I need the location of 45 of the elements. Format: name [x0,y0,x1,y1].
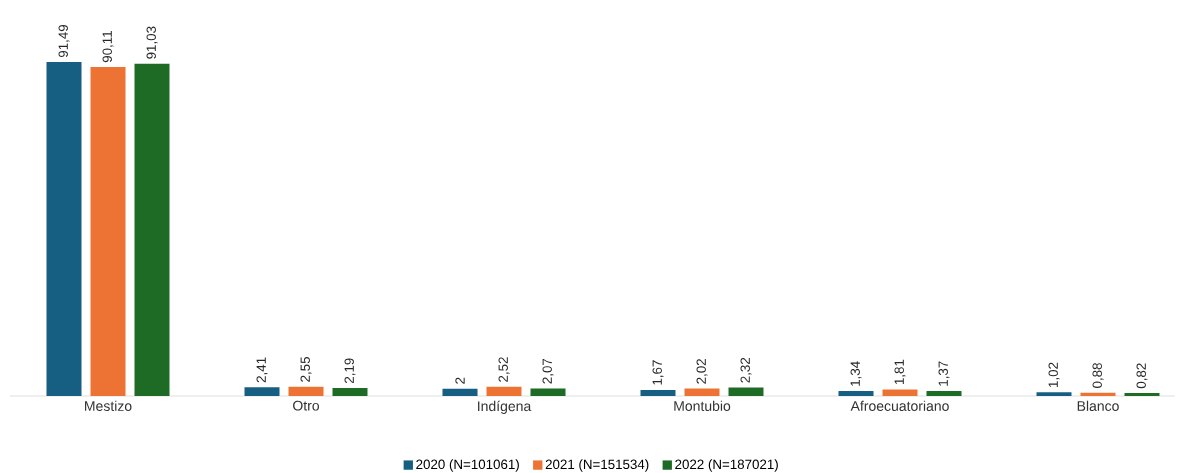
data-label: 1,34 [850,361,862,386]
data-label: 2,41 [256,357,268,383]
bar [90,67,126,396]
bar [838,391,874,396]
data-label: 2,55 [300,357,312,382]
data-label: 2,02 [696,359,708,384]
x-tick-label: Otro [293,400,320,411]
bar [1124,392,1160,396]
data-label: 91,03 [146,26,158,59]
data-label: 1,37 [938,361,950,386]
x-tick-label: Indígena [478,400,532,414]
bar [926,390,962,396]
bar [244,387,280,396]
bar [486,386,522,396]
x-tick-label: Blanco [1077,400,1119,411]
data-label: 0,82 [1136,363,1148,389]
data-label: 90,11 [102,31,114,63]
data-label: 1,81 [894,359,906,385]
bar [134,63,170,396]
data-label: 2,32 [740,357,752,383]
data-label: 2,52 [498,357,510,382]
data-label: 1,02 [1048,362,1060,387]
bar [442,388,478,396]
data-label: 2,07 [542,358,554,384]
x-tick-label: Afroecuatoriano [850,400,949,411]
bar [46,61,82,396]
bar [288,386,324,396]
bar [728,387,764,396]
data-label: 1,67 [652,360,664,385]
legend-label: 2022 (N=187021) [675,459,778,472]
bar [684,388,720,396]
legend-label: 2021 (N=151534) [545,459,649,472]
data-label: 0,88 [1092,363,1104,388]
x-tick-label: Mestizo [85,400,132,411]
bar [1080,392,1116,396]
data-label: 2 [455,377,465,384]
bar [640,389,676,396]
data-label: 91,49 [58,24,70,58]
legend-label: 2020 (N=101061) [416,459,519,472]
bar [1036,392,1072,396]
x-tick-label: Montubio [674,400,731,411]
bar [332,387,368,396]
bar [882,389,918,396]
data-label: 2,19 [344,358,356,384]
bar [530,388,566,396]
